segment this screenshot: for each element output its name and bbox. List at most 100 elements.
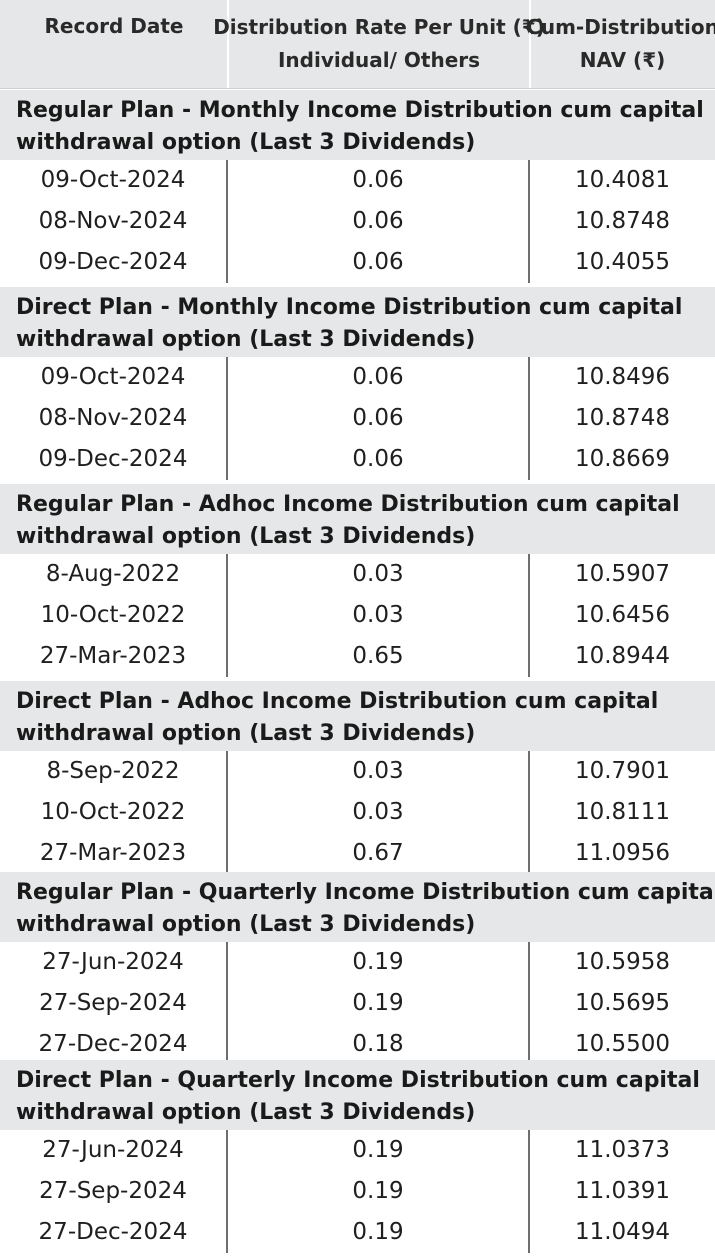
plan-section: Direct Plan - Adhoc Income Distribution …	[0, 681, 715, 874]
section-title-line1: Regular Plan - Monthly Income Distributi…	[16, 98, 704, 123]
header-nav-line2: NAV (₹)	[579, 48, 666, 72]
distribution-rate-cell: 0.19	[228, 983, 530, 1024]
distribution-rate-cell: 0.03	[228, 792, 530, 833]
table-row: 27-Sep-2024 0.19 11.0391	[0, 1171, 715, 1212]
distribution-rate-cell: 0.18	[228, 1024, 530, 1065]
header-divider	[227, 0, 229, 88]
record-date-cell: 08-Nov-2024	[0, 398, 228, 439]
record-date-cell: 8-Aug-2022	[0, 554, 228, 595]
section-title: Regular Plan - Adhoc Income Distribution…	[0, 484, 715, 554]
section-title-line2: withdrawal option (Last 3 Dividends)	[16, 130, 476, 155]
record-date-cell: 27-Mar-2023	[0, 833, 228, 874]
distribution-rate-cell: 0.03	[228, 751, 530, 792]
distribution-rate-cell: 0.06	[228, 201, 530, 242]
table-row: 09-Oct-2024 0.06 10.4081	[0, 160, 715, 201]
table-row: 10-Oct-2022 0.03 10.8111	[0, 792, 715, 833]
nav-cell: 10.8496	[574, 364, 671, 390]
header-distribution-rate: Distribution Rate Per Unit (₹) Individua…	[213, 0, 545, 88]
section-title: Regular Plan - Monthly Income Distributi…	[0, 90, 715, 160]
record-date-cell: 27-Jun-2024	[0, 942, 228, 983]
record-date-cell: 08-Nov-2024	[0, 201, 228, 242]
section-title-line2: withdrawal option (Last 3 Dividends)	[16, 327, 476, 352]
distribution-rate-cell: 0.67	[228, 833, 530, 874]
record-date-cell: 09-Oct-2024	[0, 160, 228, 201]
table-row: 27-Mar-2023 0.67 11.0956	[0, 833, 715, 874]
header-nav-line1: Cum-Distribution	[526, 15, 715, 39]
nav-cell: 10.5958	[574, 949, 671, 975]
table-row: 27-Dec-2024 0.19 11.0494	[0, 1212, 715, 1253]
record-date-cell: 09-Oct-2024	[0, 357, 228, 398]
header-cum-distribution-nav: Cum-Distribution NAV (₹)	[526, 0, 715, 88]
section-title-line1: Direct Plan - Adhoc Income Distribution …	[16, 689, 659, 714]
record-date-cell: 27-Jun-2024	[0, 1130, 228, 1171]
table-row: 09-Oct-2024 0.06 10.8496	[0, 357, 715, 398]
record-date-cell: 10-Oct-2022	[0, 595, 228, 636]
section-title-line2: withdrawal option (Last 3 Dividends)	[16, 721, 476, 746]
nav-cell: 10.7901	[574, 758, 671, 784]
distribution-rate-cell: 0.19	[228, 1130, 530, 1171]
nav-cell: 10.8669	[574, 446, 671, 472]
plan-section: Regular Plan - Monthly Income Distributi…	[0, 90, 715, 283]
distribution-rate-cell: 0.06	[228, 398, 530, 439]
header-divider	[529, 0, 531, 88]
header-distribution-rate-line2: Individual/ Others	[277, 48, 481, 72]
distribution-rate-cell: 0.06	[228, 160, 530, 201]
table-row: 27-Dec-2024 0.18 10.5500	[0, 1024, 715, 1065]
plan-section: Regular Plan - Adhoc Income Distribution…	[0, 484, 715, 677]
record-date-cell: 27-Dec-2024	[0, 1212, 228, 1253]
nav-cell: 10.5907	[574, 561, 671, 587]
distribution-rate-cell: 0.03	[228, 595, 530, 636]
distribution-rate-cell: 0.19	[228, 942, 530, 983]
plan-section: Direct Plan - Quarterly Income Distribut…	[0, 1060, 715, 1253]
nav-cell: 11.0391	[574, 1178, 671, 1204]
distribution-rate-cell: 0.19	[228, 1171, 530, 1212]
nav-cell: 11.0494	[574, 1219, 671, 1245]
record-date-cell: 10-Oct-2022	[0, 792, 228, 833]
plan-section: Regular Plan - Quarterly Income Distribu…	[0, 872, 715, 1065]
section-title: Regular Plan - Quarterly Income Distribu…	[0, 872, 715, 942]
record-date-cell: 27-Mar-2023	[0, 636, 228, 677]
nav-cell: 10.8748	[574, 208, 671, 234]
section-title: Direct Plan - Quarterly Income Distribut…	[0, 1060, 715, 1130]
section-title: Direct Plan - Monthly Income Distributio…	[0, 287, 715, 357]
table-row: 09-Dec-2024 0.06 10.8669	[0, 439, 715, 480]
table-row: 10-Oct-2022 0.03 10.6456	[0, 595, 715, 636]
distribution-rate-cell: 0.06	[228, 242, 530, 283]
section-title-line1: Regular Plan - Quarterly Income Distribu…	[16, 880, 715, 905]
nav-cell: 10.4081	[574, 167, 671, 193]
section-title: Direct Plan - Adhoc Income Distribution …	[0, 681, 715, 751]
nav-cell: 10.5695	[574, 990, 671, 1016]
section-title-line2: withdrawal option (Last 3 Dividends)	[16, 524, 476, 549]
distribution-rate-cell: 0.06	[228, 357, 530, 398]
table-row: 27-Sep-2024 0.19 10.5695	[0, 983, 715, 1024]
section-title-line2: withdrawal option (Last 3 Dividends)	[16, 1100, 476, 1125]
section-title-line1: Regular Plan - Adhoc Income Distribution…	[16, 492, 680, 517]
nav-cell: 11.0373	[574, 1137, 671, 1163]
nav-cell: 10.4055	[574, 249, 671, 275]
header-distribution-rate-line1: Distribution Rate Per Unit (₹)	[213, 15, 545, 39]
table-row: 8-Sep-2022 0.03 10.7901	[0, 751, 715, 792]
header-record-date: Record Date	[0, 0, 228, 88]
distribution-rate-cell: 0.06	[228, 439, 530, 480]
nav-cell: 10.8748	[574, 405, 671, 431]
table-row: 27-Mar-2023 0.65 10.8944	[0, 636, 715, 677]
record-date-cell: 09-Dec-2024	[0, 242, 228, 283]
distribution-rate-cell: 0.03	[228, 554, 530, 595]
record-date-cell: 09-Dec-2024	[0, 439, 228, 480]
section-title-line2: withdrawal option (Last 3 Dividends)	[16, 912, 476, 937]
table-row: 08-Nov-2024 0.06 10.8748	[0, 201, 715, 242]
table-row: 27-Jun-2024 0.19 10.5958	[0, 942, 715, 983]
table-row: 8-Aug-2022 0.03 10.5907	[0, 554, 715, 595]
record-date-cell: 27-Sep-2024	[0, 983, 228, 1024]
section-title-line1: Direct Plan - Monthly Income Distributio…	[16, 295, 683, 320]
table-row: 09-Dec-2024 0.06 10.4055	[0, 242, 715, 283]
header-record-date-label: Record Date	[44, 14, 184, 38]
nav-cell: 10.8944	[574, 643, 671, 669]
distribution-rate-cell: 0.19	[228, 1212, 530, 1253]
nav-cell: 10.6456	[574, 602, 671, 628]
record-date-cell: 8-Sep-2022	[0, 751, 228, 792]
table-row: 08-Nov-2024 0.06 10.8748	[0, 398, 715, 439]
distribution-rate-cell: 0.65	[228, 636, 530, 677]
plan-section: Direct Plan - Monthly Income Distributio…	[0, 287, 715, 480]
